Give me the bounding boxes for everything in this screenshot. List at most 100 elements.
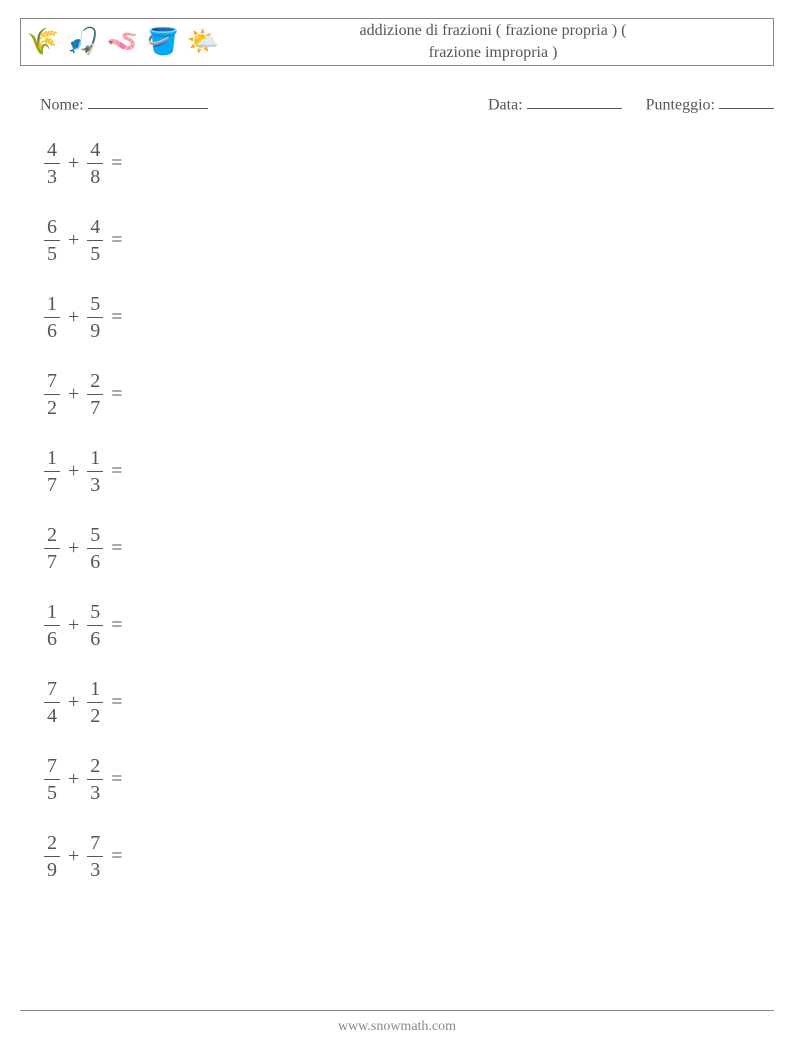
name-blank[interactable]: [88, 94, 208, 109]
fraction-a-denominator: 6: [44, 629, 60, 649]
fraction-bar: [87, 471, 103, 472]
fraction-b: 12: [87, 679, 103, 726]
problem-row: 27+56=: [42, 525, 123, 572]
fraction-a-numerator: 2: [44, 833, 60, 853]
fraction-a-numerator: 7: [44, 371, 60, 391]
fraction-b-numerator: 7: [87, 833, 103, 853]
fraction-bar: [44, 779, 60, 780]
fraction-bar: [44, 625, 60, 626]
operator-plus: +: [68, 768, 79, 791]
fraction-a-denominator: 7: [44, 475, 60, 495]
operator-plus: +: [68, 229, 79, 252]
fraction-a: 72: [44, 371, 60, 418]
fraction-b-numerator: 5: [87, 602, 103, 622]
float-icon: 🎣: [67, 26, 99, 58]
score-field: Punteggio:: [646, 94, 774, 114]
equals-sign: =: [111, 383, 122, 406]
fraction-a-denominator: 9: [44, 860, 60, 880]
equals-sign: =: [111, 845, 122, 868]
name-field: Nome:: [40, 94, 488, 114]
problem-row: 72+27=: [42, 371, 123, 418]
fraction-bar: [44, 240, 60, 241]
fraction-b: 56: [87, 602, 103, 649]
fraction-a: 43: [44, 140, 60, 187]
fraction-b-denominator: 6: [87, 552, 103, 572]
worm-icon: 🪱: [107, 26, 139, 58]
fraction-bar: [44, 471, 60, 472]
fraction-bar: [87, 548, 103, 549]
fraction-bar: [87, 317, 103, 318]
bucket-icon: 🪣: [147, 26, 179, 58]
operator-plus: +: [68, 691, 79, 714]
problem-row: 17+13=: [42, 448, 123, 495]
fraction-a-numerator: 7: [44, 756, 60, 776]
fraction-b-denominator: 3: [87, 783, 103, 803]
fraction-a-numerator: 1: [44, 602, 60, 622]
fraction-b-denominator: 3: [87, 860, 103, 880]
fraction-a-numerator: 1: [44, 448, 60, 468]
fraction-bar: [44, 163, 60, 164]
equals-sign: =: [111, 229, 122, 252]
operator-plus: +: [68, 306, 79, 329]
fraction-bar: [44, 702, 60, 703]
fraction-bar: [87, 394, 103, 395]
fraction-b-numerator: 2: [87, 371, 103, 391]
operator-plus: +: [68, 460, 79, 483]
equals-sign: =: [111, 306, 122, 329]
fraction-a: 29: [44, 833, 60, 880]
fraction-b: 13: [87, 448, 103, 495]
sun-icon: 🌤️: [187, 26, 219, 58]
problem-row: 16+59=: [42, 294, 123, 341]
footer-divider: [20, 1010, 774, 1011]
fraction-a: 75: [44, 756, 60, 803]
fraction-bar: [44, 548, 60, 549]
fraction-a-denominator: 5: [44, 783, 60, 803]
fraction-bar: [44, 317, 60, 318]
fraction-b: 27: [87, 371, 103, 418]
fraction-a-denominator: 3: [44, 167, 60, 187]
fraction-b-numerator: 5: [87, 525, 103, 545]
fraction-b-numerator: 4: [87, 217, 103, 237]
name-label: Nome:: [40, 96, 84, 113]
date-blank[interactable]: [527, 94, 622, 109]
fraction-bar: [44, 856, 60, 857]
fraction-a-numerator: 2: [44, 525, 60, 545]
fraction-a-numerator: 1: [44, 294, 60, 314]
fraction-a: 65: [44, 217, 60, 264]
fraction-b-denominator: 3: [87, 475, 103, 495]
fraction-b: 23: [87, 756, 103, 803]
score-label: Punteggio:: [646, 96, 715, 113]
fraction-a: 74: [44, 679, 60, 726]
fraction-bar: [44, 394, 60, 395]
fraction-bar: [87, 240, 103, 241]
fraction-a-denominator: 4: [44, 706, 60, 726]
score-blank[interactable]: [719, 94, 774, 109]
fraction-b-denominator: 7: [87, 398, 103, 418]
fraction-bar: [87, 163, 103, 164]
fraction-b-denominator: 6: [87, 629, 103, 649]
operator-plus: +: [68, 383, 79, 406]
fraction-b-numerator: 1: [87, 448, 103, 468]
fraction-b-denominator: 5: [87, 244, 103, 264]
problem-row: 29+73=: [42, 833, 123, 880]
fraction-a-numerator: 4: [44, 140, 60, 160]
fraction-a-denominator: 2: [44, 398, 60, 418]
fraction-b: 56: [87, 525, 103, 572]
fraction-b-numerator: 2: [87, 756, 103, 776]
fraction-b: 73: [87, 833, 103, 880]
equals-sign: =: [111, 460, 122, 483]
title-line-1: addizione di frazioni ( frazione propria…: [360, 22, 627, 39]
footer-text: www.snowmath.com: [0, 1019, 794, 1035]
equals-sign: =: [111, 691, 122, 714]
header-box: 🌾 🎣 🪱 🪣 🌤️ addizione di frazioni ( frazi…: [20, 18, 774, 66]
fraction-b-denominator: 9: [87, 321, 103, 341]
fraction-b-numerator: 5: [87, 294, 103, 314]
operator-plus: +: [68, 537, 79, 560]
fraction-b: 48: [87, 140, 103, 187]
fraction-b-denominator: 2: [87, 706, 103, 726]
equals-sign: =: [111, 537, 122, 560]
operator-plus: +: [68, 152, 79, 175]
fraction-b: 45: [87, 217, 103, 264]
problem-row: 16+56=: [42, 602, 123, 649]
operator-plus: +: [68, 614, 79, 637]
